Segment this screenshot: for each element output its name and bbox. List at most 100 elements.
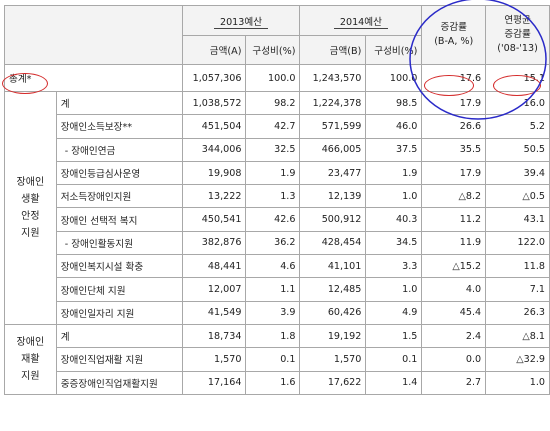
total-a: 1,057,306 [181, 64, 247, 92]
row-label: 계 [55, 323, 183, 349]
table-row: 장애인 생활 안정 지원 계 1,038,572 98.2 1,224,378 98.5 17.9… [4, 90, 550, 325]
table-row: 장애인복지시설 확충 48,441 4.6 41,101 3.3 △15.2 11.8 [5, 254, 550, 279]
share-b: 3.3 [365, 254, 423, 279]
amount-a: 382,876 [181, 230, 247, 256]
amount-a: 17,164 [181, 370, 247, 395]
avg-rate: 1.0 [485, 370, 550, 395]
share-b: 1.5 [365, 323, 423, 349]
table-row: 장애인소득보장** 451,504 42.7 571,599 46.0 26.6 5.2 [5, 114, 550, 139]
amount-b: 571,599 [299, 114, 367, 139]
table-row: 장애인직업재활 지원 1,570 0.1 1,570 0.1 0.0 △32.9 [5, 347, 550, 372]
avg-rate: 5.2 [485, 114, 550, 139]
share-b: 0.1 [365, 347, 423, 372]
change-rate: 45.4 [421, 300, 487, 325]
share-b: 1.9 [365, 160, 423, 186]
change-rate: 17.9 [421, 90, 487, 116]
table-row: 중증장애인직업재활지원 17,164 1.6 17,622 1.4 2.7 1.0 [5, 370, 550, 395]
row-label: 중증장애인직업재활지원 [55, 370, 183, 395]
amount-a: 12,007 [181, 277, 247, 302]
group-label: 장애인 재활 지원 [4, 323, 57, 395]
amount-a: 1,038,572 [181, 90, 247, 116]
avg-rate: 43.1 [485, 207, 550, 232]
amount-a: 48,441 [181, 254, 247, 279]
share-a: 1.1 [245, 277, 301, 302]
amount-b: 41,101 [299, 254, 367, 279]
amount-a: 451,504 [181, 114, 247, 139]
share-a: 1.3 [245, 184, 301, 209]
header-avg-rate: 연평균 증감률 ('08-'13) [485, 5, 550, 65]
change-rate: 26.6 [421, 114, 487, 139]
amount-b: 1,570 [299, 347, 367, 372]
amount-b: 1,224,378 [299, 90, 367, 116]
share-a: 98.2 [245, 90, 301, 116]
row-label: 계 [55, 90, 183, 116]
group-label: 장애인 생활 안정 지원 [4, 91, 57, 325]
amount-a: 450,541 [181, 207, 247, 232]
table-row: 장애인일자리 지원 41,549 3.9 60,426 4.9 45.4 26.3 [5, 300, 550, 325]
change-rate: 11.9 [421, 230, 487, 256]
share-b: 37.5 [365, 137, 423, 162]
amount-a: 18,734 [181, 323, 247, 349]
share-a: 4.6 [245, 254, 301, 279]
avg-rate: 16.0 [485, 90, 550, 116]
share-a: 1.8 [245, 323, 301, 349]
avg-rate: △8.1 [485, 323, 550, 349]
table-row: 장애인 선택적 복지 450,541 42.6 500,912 40.3 11.2 43.1 [5, 207, 550, 232]
avg-rate: 26.3 [485, 300, 550, 325]
header-amount-b: 금액(B) [299, 35, 367, 65]
share-a: 1.9 [245, 160, 301, 186]
amount-a: 19,908 [181, 160, 247, 186]
header-share-a: 구성비(%) [245, 35, 301, 65]
table-row: 장애인 재활 지원 계 18,734 1.8 19,192 1.5 2.4 △8.1 [4, 323, 550, 395]
share-a: 42.7 [245, 114, 301, 139]
amount-b: 60,426 [299, 300, 367, 325]
amount-b: 466,005 [299, 137, 367, 162]
table-row: - 장애인활동지원 382,876 36.2 428,454 34.5 11.9 122.0 [5, 230, 550, 256]
share-a: 32.5 [245, 137, 301, 162]
total-label: 총계* [4, 64, 183, 92]
total-b: 1,243,570 [299, 64, 367, 92]
table-row: - 장애인연금 344,006 32.5 466,005 37.5 35.5 50.5 [5, 137, 550, 162]
share-b: 34.5 [365, 230, 423, 256]
amount-b: 12,139 [299, 184, 367, 209]
amount-b: 500,912 [299, 207, 367, 232]
row-label: 장애인복지시설 확충 [55, 254, 183, 279]
change-rate: △15.2 [421, 254, 487, 279]
avg-rate: 122.0 [485, 230, 550, 256]
change-rate: 17.9 [421, 160, 487, 186]
header-change-rate: 증감률 (B-A, %) [421, 5, 487, 65]
share-a: 3.9 [245, 300, 301, 325]
avg-rate: 11.8 [485, 254, 550, 279]
share-a: 1.6 [245, 370, 301, 395]
amount-b: 12,485 [299, 277, 367, 302]
total-row: 총계* 1,057,306 100.0 1,243,570 100.0 17.6… [4, 64, 550, 92]
share-b: 1.0 [365, 184, 423, 209]
change-rate: 11.2 [421, 207, 487, 232]
share-a: 0.1 [245, 347, 301, 372]
share-a: 36.2 [245, 230, 301, 256]
amount-b: 23,477 [299, 160, 367, 186]
total-b-share: 100.0 [365, 64, 423, 92]
header-corner [4, 5, 183, 65]
header-2013: 2013예산 [181, 5, 301, 36]
table-row: 장애인등급심사운영 19,908 1.9 23,477 1.9 17.9 39.4 [5, 160, 550, 186]
share-b: 98.5 [365, 90, 423, 116]
row-label: 장애인소득보장** [55, 114, 183, 139]
amount-b: 19,192 [299, 323, 367, 349]
row-label: 장애인단체 지원 [55, 277, 183, 302]
share-b: 1.0 [365, 277, 423, 302]
share-b: 1.4 [365, 370, 423, 395]
amount-a: 344,006 [181, 137, 247, 162]
header-share-b: 구성비(%) [365, 35, 423, 65]
share-a: 42.6 [245, 207, 301, 232]
amount-b: 17,622 [299, 370, 367, 395]
row-label: 장애인등급심사운영 [55, 160, 183, 186]
table-row: 저소득장애인지원 13,222 1.3 12,139 1.0 △8.2 △0.5 [5, 184, 550, 209]
share-b: 46.0 [365, 114, 423, 139]
avg-rate: △32.9 [485, 347, 550, 372]
row-label: - 장애인활동지원 [55, 230, 183, 256]
total-change: 17.6 [421, 64, 487, 92]
avg-rate: 39.4 [485, 160, 550, 186]
change-rate: 35.5 [421, 137, 487, 162]
budget-table: 2013예산 2014예산 증감률 (B-A, %) 연평균 증감률 ('08-'13… [4, 5, 550, 395]
